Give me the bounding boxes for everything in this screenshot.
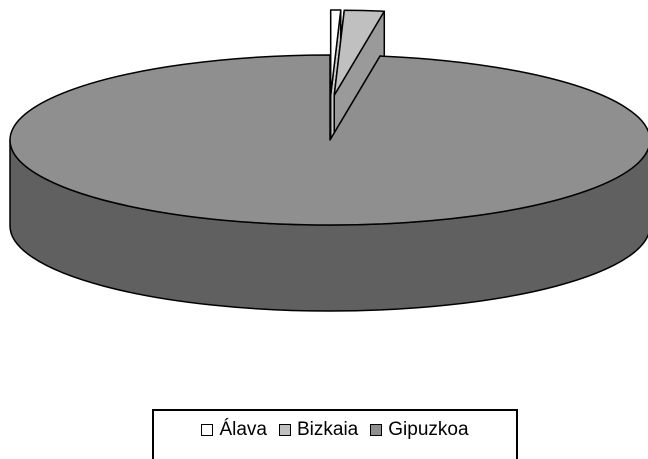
legend-item: Bizkaia bbox=[279, 419, 358, 441]
slice-top bbox=[9, 54, 648, 226]
legend: Álava Bizkaia Gipuzkoa bbox=[152, 409, 518, 459]
legend-label: Gipuzkoa bbox=[388, 419, 469, 440]
slice bbox=[9, 54, 648, 312]
legend-item: Álava bbox=[201, 419, 267, 441]
legend-label: Bizkaia bbox=[297, 419, 359, 440]
slice-top bbox=[329, 9, 342, 96]
legend-swatch bbox=[201, 424, 214, 436]
slice-top bbox=[333, 9, 386, 96]
legend-swatch bbox=[370, 424, 383, 436]
legend-label: Álava bbox=[219, 419, 267, 440]
legend-swatch bbox=[279, 424, 291, 436]
legend-item: Gipuzkoa bbox=[370, 419, 469, 441]
